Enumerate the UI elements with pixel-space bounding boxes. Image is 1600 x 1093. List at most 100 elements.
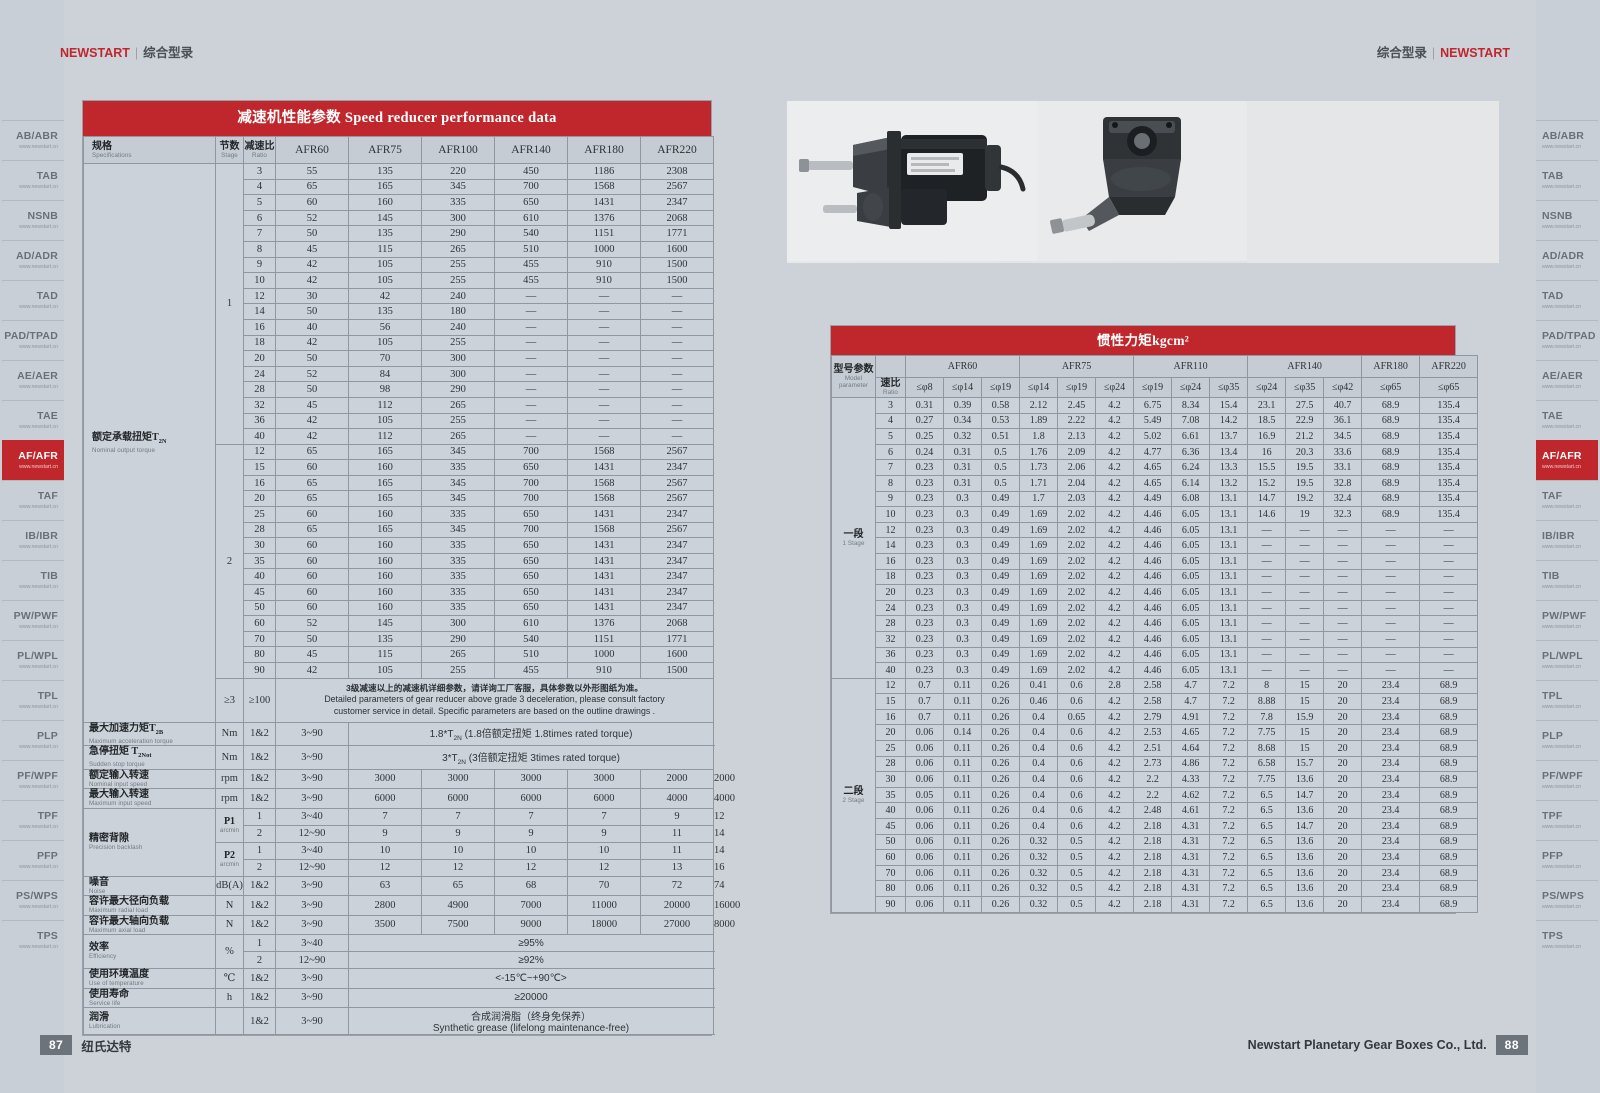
value-cell: 40.7 xyxy=(1323,397,1363,414)
sidebar-item-pl-wpl[interactable]: PL/WPL www.newstart.cn xyxy=(2,640,64,680)
sidebar-item-pf-wpf[interactable]: PF/WPF www.newstart.cn xyxy=(2,760,64,800)
value-cell: 0.11 xyxy=(943,864,982,882)
sidebar-item-url: www.newstart.cn xyxy=(1542,823,1581,830)
value-cell: 700 xyxy=(494,490,568,508)
sidebar-item-pw-pwf[interactable]: PW/PWF www.newstart.cn xyxy=(2,600,64,640)
sidebar-item-tps[interactable]: TPS www.newstart.cn xyxy=(1536,920,1598,960)
sidebar-item-taf[interactable]: TAF www.newstart.cn xyxy=(2,480,64,520)
value-cell: 4.86 xyxy=(1171,755,1211,773)
sidebar-item-tpf[interactable]: TPF www.newstart.cn xyxy=(2,800,64,840)
value-cell: 4.31 xyxy=(1171,849,1211,866)
value-cell: 0.11 xyxy=(943,880,982,897)
sidebar-item-taf[interactable]: TAF www.newstart.cn xyxy=(1536,480,1598,520)
sidebar-item-ib-ibr[interactable]: IB/IBR www.newstart.cn xyxy=(2,520,64,560)
sidebar-item-tpl[interactable]: TPL www.newstart.cn xyxy=(2,680,64,720)
value-cell: 0.23 xyxy=(905,568,944,586)
sidebar-item-af-afr[interactable]: AF/AFR www.newstart.cn xyxy=(1536,440,1598,480)
value-cell: 0.05 xyxy=(905,786,944,804)
perf-efficiency-row: 2 12~90 ≥92% xyxy=(84,951,714,970)
value-cell: 15 xyxy=(1285,693,1325,710)
value-cell: 0.23 xyxy=(905,474,944,492)
sidebar-item-tps[interactable]: TPS www.newstart.cn xyxy=(2,920,64,960)
sidebar-item-tab[interactable]: TAB www.newstart.cn xyxy=(1536,160,1598,200)
value-cell: 15 xyxy=(1285,677,1325,695)
sidebar-item-plp[interactable]: PLP www.newstart.cn xyxy=(1536,720,1598,760)
value-cell: 23.4 xyxy=(1361,880,1421,897)
sidebar-item-pfp[interactable]: PFP www.newstart.cn xyxy=(2,840,64,880)
sidebar-item-label: PLP xyxy=(36,729,58,742)
value-cell: 0.32 xyxy=(1019,833,1059,851)
header-corner-blank xyxy=(875,355,906,378)
sidebar-item-ad-adr[interactable]: AD/ADR www.newstart.cn xyxy=(2,240,64,280)
sidebar-item-pw-pwf[interactable]: PW/PWF www.newstart.cn xyxy=(1536,600,1598,640)
sidebar-item-pl-wpl[interactable]: PL/WPL www.newstart.cn xyxy=(1536,640,1598,680)
value-cell: 0.26 xyxy=(980,771,1021,788)
unit-cell: dB(A) xyxy=(215,875,244,897)
value-cell: 7 xyxy=(494,807,568,826)
sidebar-item-tae[interactable]: TAE www.newstart.cn xyxy=(1536,400,1598,440)
sidebar-item-ps-wps[interactable]: PS/WPS www.newstart.cn xyxy=(2,880,64,920)
perf-data-row: 90 42 105 255 455 910 1500 xyxy=(84,662,714,679)
sidebar-item-pad-tpad[interactable]: PAD/TPAD www.newstart.cn xyxy=(2,320,64,360)
sidebar-item-pfp[interactable]: PFP www.newstart.cn xyxy=(1536,840,1598,880)
sidebar-item-ae-aer[interactable]: AE/AER www.newstart.cn xyxy=(1536,360,1598,400)
value-cell: 65 xyxy=(421,875,495,897)
sidebar-item-plp[interactable]: PLP www.newstart.cn xyxy=(2,720,64,760)
sidebar-item-nsnb[interactable]: NSNB www.newstart.cn xyxy=(1536,200,1598,240)
value-cell: 1.69 xyxy=(1019,584,1059,601)
value-cell: 19.2 xyxy=(1285,490,1325,508)
value-cell: 0.65 xyxy=(1057,708,1097,726)
value-cell: 2567 xyxy=(640,178,714,196)
sidebar-item-ab-abr[interactable]: AB/ABR www.newstart.cn xyxy=(1536,120,1598,160)
sidebar-item-af-afr[interactable]: AF/AFR www.newstart.cn xyxy=(2,440,64,480)
sidebar-item-ab-abr[interactable]: AB/ABR www.newstart.cn xyxy=(2,120,64,160)
sidebar-item-tad[interactable]: TAD www.newstart.cn xyxy=(1536,280,1598,320)
value-cell: 52 xyxy=(275,615,349,632)
sidebar-item-ps-wps[interactable]: PS/WPS www.newstart.cn xyxy=(1536,880,1598,920)
sidebar-item-tpf[interactable]: TPF www.newstart.cn xyxy=(1536,800,1598,840)
value-cell: 345 xyxy=(421,474,495,492)
value-cell: — xyxy=(1323,537,1363,554)
sidebar-item-tae[interactable]: TAE www.newstart.cn xyxy=(2,400,64,440)
value-cell: 60 xyxy=(275,537,349,554)
value-cell: 0.23 xyxy=(905,506,944,523)
value-cell: 20 xyxy=(1323,833,1363,851)
value-cell: — xyxy=(1247,599,1287,617)
sidebar-item-ae-aer[interactable]: AE/AER www.newstart.cn xyxy=(2,360,64,400)
sidebar-item-tpl[interactable]: TPL www.newstart.cn xyxy=(1536,680,1598,720)
sidebar-item-pf-wpf[interactable]: PF/WPF www.newstart.cn xyxy=(1536,760,1598,800)
ratio-cell: 12 xyxy=(875,677,906,695)
sidebar-item-tab[interactable]: TAB www.newstart.cn xyxy=(2,160,64,200)
sidebar-item-tib[interactable]: TIB www.newstart.cn xyxy=(1536,560,1598,600)
value-cell: 13.1 xyxy=(1209,537,1249,554)
ratio-cell: 14 xyxy=(243,303,276,320)
sidebar-item-label: TAD xyxy=(1542,289,1564,302)
value-cell: 240 xyxy=(421,318,495,336)
value-cell: 0.32 xyxy=(943,428,982,445)
unit-cell: Nm xyxy=(215,721,244,747)
value-cell: — xyxy=(1247,630,1287,648)
value-cell: 1431 xyxy=(567,537,641,554)
value-cell: 2.79 xyxy=(1133,708,1173,726)
ratio-cell: 3~40 xyxy=(275,841,349,860)
value-cell: 68.9 xyxy=(1419,755,1479,773)
sidebar-item-ad-adr[interactable]: AD/ADR www.newstart.cn xyxy=(1536,240,1598,280)
sidebar-item-nsnb[interactable]: NSNB www.newstart.cn xyxy=(2,200,64,240)
sidebar-item-pad-tpad[interactable]: PAD/TPAD www.newstart.cn xyxy=(1536,320,1598,360)
inertia-data-row: 35 0.05 0.11 0.26 0.4 0.6 4.2 2.2 4.62 7.2 6.5 14.7… xyxy=(832,786,1479,804)
value-cell: 13.7 xyxy=(1209,428,1249,445)
value-cell: 610 xyxy=(494,615,568,632)
sidebar-item-tad[interactable]: TAD www.newstart.cn xyxy=(2,280,64,320)
ratio-cell: 90 xyxy=(243,662,276,679)
value-cell: — xyxy=(567,396,641,414)
value-cell: 0.26 xyxy=(980,724,1021,742)
value-cell: 0.06 xyxy=(905,802,944,820)
value-cell: 2.02 xyxy=(1057,662,1097,679)
ratio-cell: 7 xyxy=(875,459,906,476)
value-cell: 105 xyxy=(348,412,422,430)
sidebar-item-ib-ibr[interactable]: IB/IBR www.newstart.cn xyxy=(1536,520,1598,560)
sidebar-item-tib[interactable]: TIB www.newstart.cn xyxy=(2,560,64,600)
value-cell: 4.2 xyxy=(1095,755,1135,773)
value-cell: 265 xyxy=(421,646,495,663)
value-cell: 6.5 xyxy=(1247,786,1287,804)
